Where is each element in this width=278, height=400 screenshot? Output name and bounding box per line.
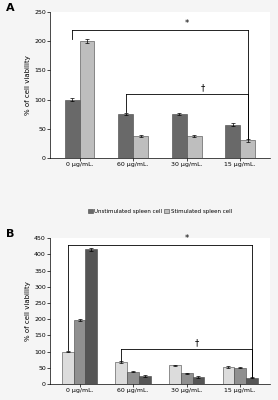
Text: †: † <box>201 84 205 92</box>
Bar <box>240 140 255 158</box>
Y-axis label: % of cell viability: % of cell viability <box>25 281 31 341</box>
Bar <box>64 100 80 158</box>
Y-axis label: % of cell viability: % of cell viability <box>25 55 31 115</box>
Bar <box>74 320 85 384</box>
Legend: Unstimulated spleen cell, Stimulated spleen cell: Unstimulated spleen cell, Stimulated spl… <box>86 207 234 216</box>
Bar <box>172 114 187 158</box>
Bar <box>225 125 240 158</box>
Bar <box>115 362 127 384</box>
Text: *: * <box>185 19 189 28</box>
Text: *: * <box>185 234 189 243</box>
Text: †: † <box>195 339 200 348</box>
Bar <box>133 136 148 158</box>
Bar <box>181 373 193 384</box>
Bar <box>222 367 234 384</box>
Bar <box>169 365 181 384</box>
Text: A: A <box>6 3 15 13</box>
Bar <box>80 41 95 158</box>
Bar <box>187 136 202 158</box>
Bar <box>139 376 151 384</box>
Bar <box>127 372 139 384</box>
Text: B: B <box>6 229 14 239</box>
Bar <box>246 378 258 384</box>
Bar <box>193 377 204 384</box>
Bar <box>118 114 133 158</box>
Bar <box>85 250 97 384</box>
Bar <box>62 352 74 384</box>
Bar <box>234 368 246 384</box>
